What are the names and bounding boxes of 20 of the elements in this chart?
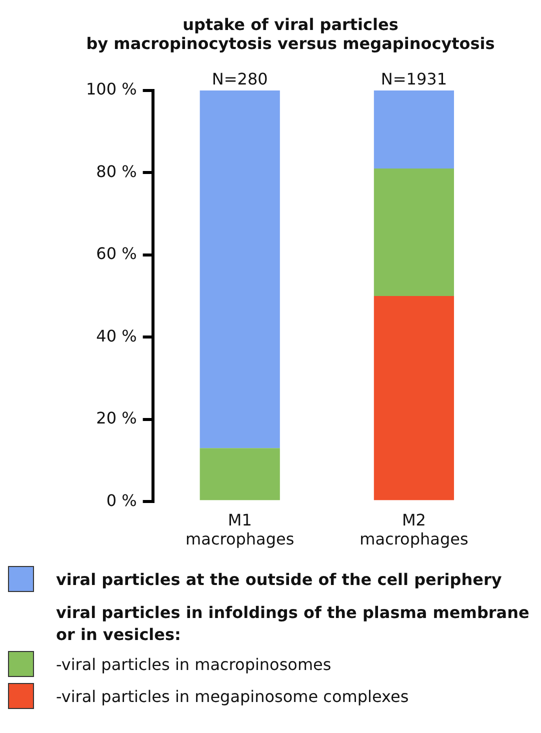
legend-label: -viral particles in macropinosomes — [56, 654, 332, 674]
x-tick-label: M2 macrophages — [360, 510, 468, 549]
bar — [374, 296, 454, 500]
bar — [374, 168, 454, 296]
chart-title: uptake of viral particles by macropinocytosis versus megapinocytosis — [86, 14, 495, 53]
text: viral particles in infoldings of the plasma membrane or in vesicles: — [56, 602, 530, 646]
y-tick-label: 100 % — [86, 80, 137, 99]
x-tick-label: M1 macrophages — [186, 510, 294, 549]
y-tick-label: 40 % — [96, 326, 137, 346]
annotation: N=1931 — [380, 70, 448, 89]
y-tick-label: 20 % — [96, 408, 137, 428]
legend-label: -viral particles in megapinosome complexes — [56, 686, 409, 706]
y-tick-label: 60 % — [96, 244, 137, 264]
annotation: N=280 — [212, 70, 268, 89]
legend-label: viral particles at the outside of the cell periphery — [56, 570, 502, 588]
y-tick-label: 0 % — [106, 490, 137, 510]
bar — [200, 448, 280, 500]
bar — [374, 90, 454, 169]
bar — [200, 90, 280, 448]
y-tick-label: 80 % — [96, 162, 137, 181]
